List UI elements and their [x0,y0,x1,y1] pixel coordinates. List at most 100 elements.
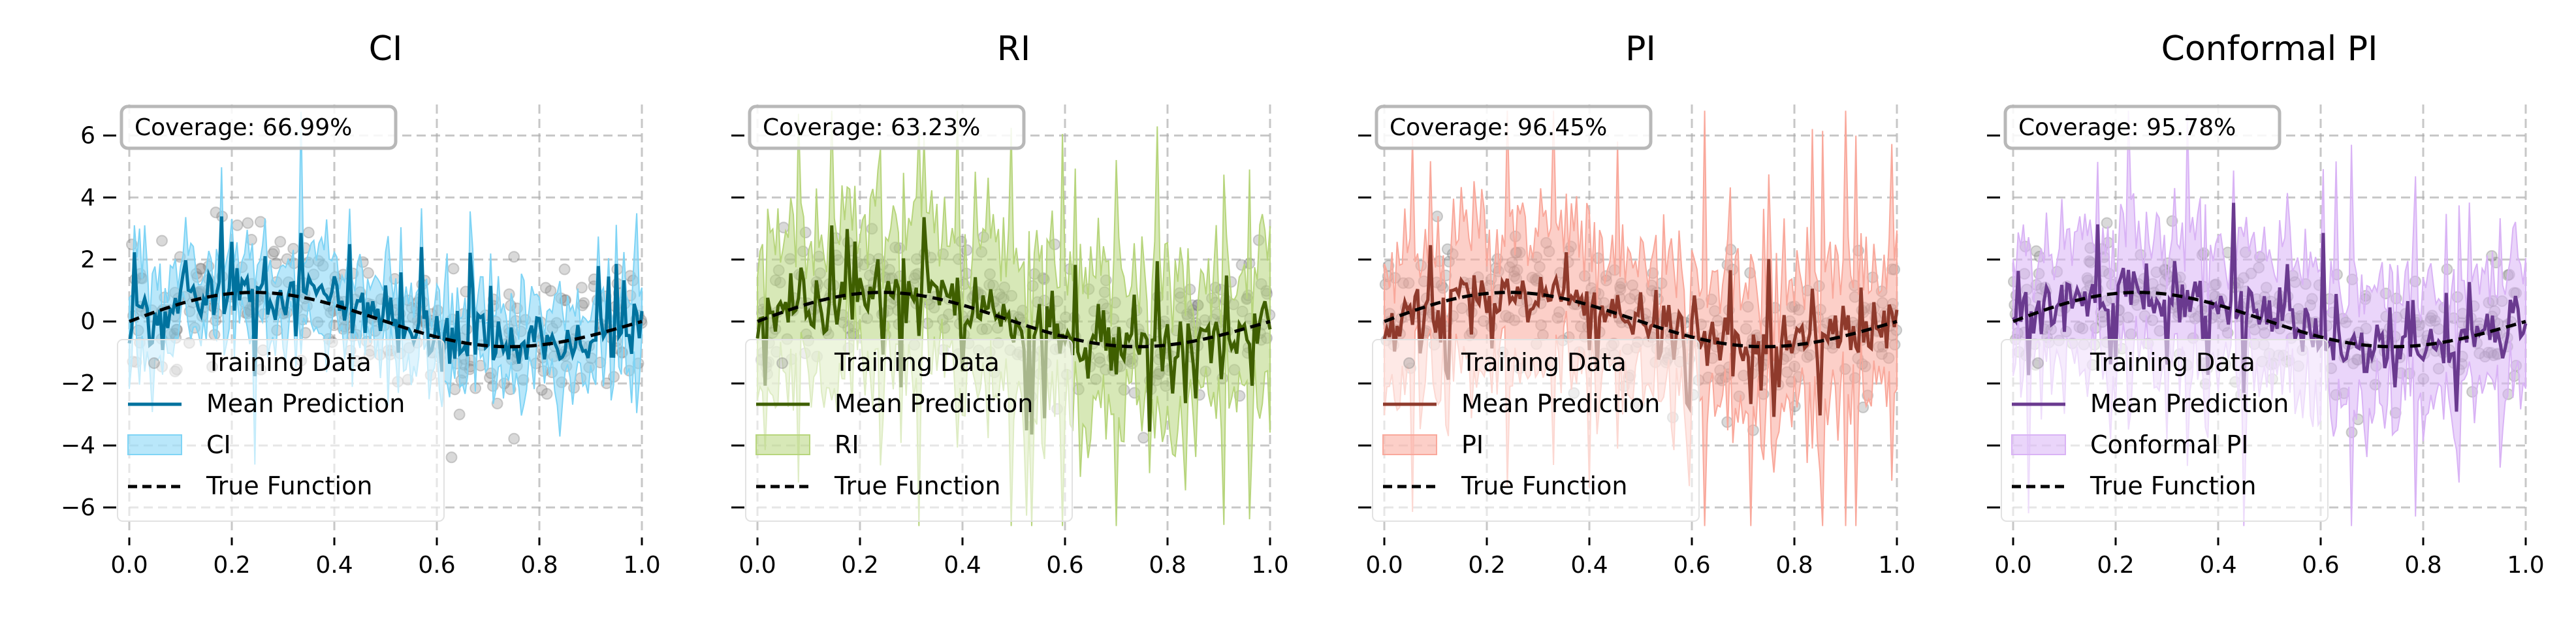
training-point [449,383,461,396]
coverage-label: Coverage: 96.45% [1390,114,1607,141]
mean-prediction-line [127,216,644,377]
chart-panel-4: Conformal PI 0.0 0.2 0.4 0.6 0.8 1.0 Coverage: … [1987,29,2545,579]
training-point [242,217,254,229]
coverage-box: Coverage: 66.99% [119,104,398,150]
legend: Training Data Mean Prediction Conformal PI… [2001,339,2329,522]
training-point [2101,217,2113,229]
training-point [362,267,374,280]
legend-marker-training-data [2032,357,2044,369]
legend-marker-interval [1382,434,1437,455]
x-tick-label: 1.0 [1251,552,1288,579]
x-tick-label: 0.2 [841,552,878,579]
x-tick-label: 0.2 [1468,552,1505,579]
chart-panel-2: RI 0.0 0.2 0.4 0.6 0.8 1.0 Coverage: 63.23% Trai… [731,29,1289,579]
x-tick-label: 0.6 [1046,552,1083,579]
panel-title: PI [1625,29,1656,69]
coverage-box-frame [748,104,1026,150]
legend-label: Mean Prediction [1461,389,1660,418]
training-point [447,263,460,275]
legend-label: True Function [1461,472,1627,500]
training-point [270,257,282,270]
panel-title: CI [369,29,403,69]
training-point [1431,210,1444,223]
coverage-box: Coverage: 63.23% [748,104,1026,150]
training-point [156,234,168,247]
legend: Training Data Mean Prediction RI True Funct… [745,339,1073,522]
y-tick-label: −4 [61,432,95,459]
legend-label: Conformal PI [2090,430,2249,459]
x-tick-label: 1.0 [623,552,660,579]
x-tick-label: 0.4 [944,552,981,579]
training-point [302,227,315,239]
x-tick-label: 0.0 [739,552,776,579]
x-tick-label: 1.0 [1878,552,1915,579]
legend: Training Data Mean Prediction PI True Funct… [1372,339,1700,522]
training-point [778,221,790,234]
legend-label: Mean Prediction [835,389,1033,418]
training-point [535,384,548,396]
panel-title: RI [997,29,1030,69]
coverage-box-frame [119,104,398,150]
coverage-label: Coverage: 95.78% [2018,114,2236,141]
x-tick-label: 0.0 [1365,552,1403,579]
x-tick-label: 0.4 [315,552,353,579]
y-tick-label: −6 [61,494,95,521]
x-tick-label: 1.0 [2507,552,2544,579]
training-point [508,251,520,263]
x-tick-label: 0.8 [1149,552,1186,579]
legend-marker-interval [127,434,182,455]
legend-marker-training-data [1403,357,1415,369]
training-point [266,248,279,260]
x-tick-label: 0.0 [1994,552,2031,579]
true-function-line [129,291,643,349]
training-point [453,408,466,421]
legend-frame [117,339,445,522]
legend-marker-interval [2011,434,2066,455]
interval-band [757,110,1271,526]
training-point [539,281,552,294]
legend-label: CI [206,430,231,459]
x-tick-label: 0.8 [1775,552,1813,579]
legend-label: PI [1461,430,1484,459]
x-tick-label: 0.6 [418,552,455,579]
x-tick-label: 0.2 [213,552,250,579]
coverage-label: Coverage: 66.99% [135,114,352,141]
legend: Training Data Mean Prediction CI True Funct… [117,339,445,522]
legend-frame [2001,339,2329,522]
y-tick-label: 0 [80,308,95,335]
training-point [541,388,553,400]
training-point [268,246,280,258]
x-tick-label: 0.6 [1673,552,1710,579]
legend-label: Mean Prediction [2090,389,2289,418]
training-point [558,263,571,276]
true-function-line [757,291,1271,349]
x-tick-label: 0.4 [2199,552,2236,579]
coverage-box: Coverage: 96.45% [1375,104,1653,150]
true-function-line [2012,291,2526,349]
training-point [445,451,458,464]
y-tick-label: −2 [61,370,95,397]
coverage-box-frame [2003,104,2282,150]
panel-title: Conformal PI [2161,29,2378,69]
legend-label: Training Data [206,348,372,377]
training-point [545,285,557,297]
mean-prediction-line [1382,245,1899,417]
legend-marker-interval [755,434,810,455]
legend-label: True Function [2090,472,2256,500]
legend-frame [745,339,1073,522]
x-tick-label: 0.2 [2097,552,2134,579]
x-tick-label: 0.4 [1570,552,1608,579]
training-point [508,432,520,445]
training-point [1137,432,1150,444]
training-point [575,281,588,294]
legend-label: Training Data [834,348,1000,377]
x-tick-label: 0.8 [520,552,558,579]
legend-label: RI [835,430,859,459]
training-point [231,219,244,231]
y-tick-label: 6 [80,122,95,149]
chart-panel-1: CI 0.0 0.2 0.4 0.6 0.8 1.0 −6 −4 −2 0 2 4 6 Coverage: … [61,29,661,579]
legend-label: True Function [206,472,372,500]
x-tick-label: 0.6 [2302,552,2339,579]
true-function-line [1384,291,1898,349]
